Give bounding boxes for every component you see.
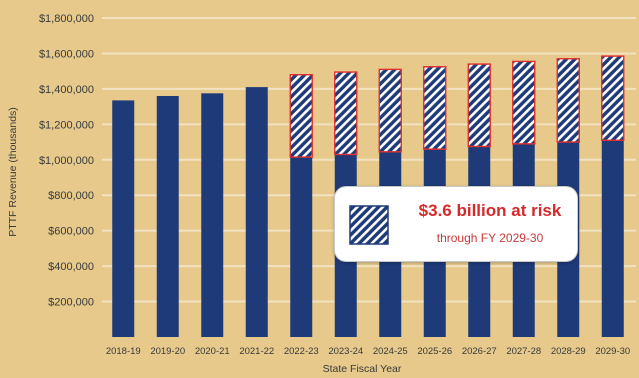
- y-tick-label: $1,400,000: [39, 84, 94, 96]
- x-tick-label: 2029-30: [595, 346, 630, 357]
- gridlines: [102, 17, 636, 303]
- y-tick-label: $1,800,000: [39, 13, 94, 25]
- bar-at-risk: [378, 68, 402, 153]
- y-axis-ticks: $200,000 $400,000 $600,000 $800,000 $1,000,0…: [39, 13, 94, 309]
- x-tick-label: 2020-21: [195, 346, 230, 357]
- x-tick-label: 2018-19: [106, 346, 141, 357]
- y-tick-label: $400,000: [48, 261, 94, 273]
- x-tick-label: 2025-26: [417, 346, 452, 357]
- bar-base: [201, 93, 224, 337]
- x-axis-ticks: 2018-19 2019-20 2020-21 2021-22 2022-23 2023-…: [106, 346, 630, 357]
- bar-base: [601, 140, 624, 337]
- y-tick-label: $1,600,000: [39, 48, 94, 60]
- x-tick-label: 2021-22: [239, 346, 274, 357]
- y-tick-label: $1,200,000: [39, 119, 94, 131]
- x-axis-title: State Fiscal Year: [323, 363, 402, 375]
- y-tick-label: $1,000,000: [39, 155, 94, 167]
- x-tick-label: 2019-20: [150, 346, 185, 357]
- y-tick-label: $600,000: [48, 226, 94, 238]
- bar-at-risk: [467, 63, 491, 148]
- bar-at-risk: [334, 71, 358, 156]
- x-tick-label: 2028-29: [551, 346, 586, 357]
- callout-title: $3.6 billion at risk: [418, 201, 562, 220]
- y-tick-label: $800,000: [48, 190, 94, 202]
- bar-at-risk: [289, 74, 313, 158]
- bar-at-risk: [423, 66, 447, 150]
- bar-base: [290, 157, 313, 337]
- bar-at-risk: [556, 58, 580, 143]
- bar-base: [112, 100, 135, 338]
- x-tick-label: 2023-24: [328, 346, 363, 357]
- bar-at-risk: [601, 55, 625, 141]
- bar-base: [156, 95, 179, 337]
- bar-at-risk: [512, 60, 536, 145]
- x-tick-label: 2024-25: [373, 346, 408, 357]
- y-tick-label: $200,000: [48, 297, 94, 309]
- y-axis-title: PTTF Revenue (thousands): [7, 107, 19, 237]
- x-tick-label: 2027-28: [506, 346, 541, 357]
- x-tick-label: 2026-27: [462, 346, 497, 357]
- x-tick-label: 2022-23: [284, 346, 319, 357]
- at-risk-callout: $3.6 billion at risk through FY 2029-30: [334, 186, 578, 262]
- callout-subtitle: through FY 2029-30: [436, 231, 544, 245]
- hatch-swatch-icon: [349, 205, 389, 245]
- bar-base: [245, 87, 268, 337]
